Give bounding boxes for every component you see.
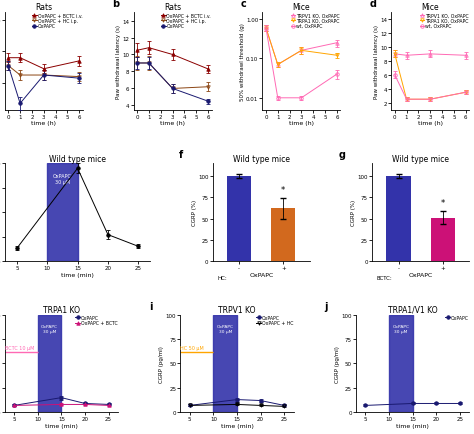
Legend: OxPAPC + BCTC i.v., OxPAPC + HC i.p., OxPAPC: OxPAPC + BCTC i.v., OxPAPC + HC i.p., Ox…: [161, 13, 211, 29]
Legend: OxPAPC, OxPAPC + BCTC: OxPAPC, OxPAPC + BCTC: [75, 316, 118, 326]
Y-axis label: CGRP (pg/ml): CGRP (pg/ml): [335, 345, 340, 382]
Text: i: i: [149, 301, 152, 311]
Legend: TRPV1 KO, OxPAPC, TRPA1 KO, OxPAPC, wt, OxPAPC: TRPV1 KO, OxPAPC, TRPA1 KO, OxPAPC, wt, …: [419, 13, 469, 29]
Bar: [386, 177, 411, 261]
Text: HC 50 μM: HC 50 μM: [180, 345, 204, 350]
Text: *: *: [281, 185, 285, 194]
Text: OxPAPC
30 μM: OxPAPC 30 μM: [217, 325, 234, 333]
Y-axis label: CGRP (%): CGRP (%): [191, 200, 197, 226]
Text: HC:: HC:: [217, 276, 227, 281]
Title: Mice: Mice: [421, 3, 439, 12]
Bar: [38, 315, 62, 412]
Text: *: *: [441, 198, 445, 207]
Bar: [213, 315, 237, 412]
Y-axis label: Paw withdrawal latency (s): Paw withdrawal latency (s): [116, 25, 121, 99]
X-axis label: time (h): time (h): [418, 121, 443, 126]
Bar: [431, 218, 455, 261]
Title: TRPV1 KO: TRPV1 KO: [218, 305, 256, 314]
Bar: [271, 209, 295, 261]
Legend: TRPV1 KO, OxPAPC, TRPA1 KO, OxPAPC, wt, OxPAPC: TRPV1 KO, OxPAPC, TRPA1 KO, OxPAPC, wt, …: [291, 13, 340, 29]
Text: c: c: [240, 0, 246, 9]
Y-axis label: 50% withdrawl threshold (g): 50% withdrawl threshold (g): [239, 23, 245, 101]
X-axis label: time (min): time (min): [396, 423, 429, 428]
Title: TRPA1 KO: TRPA1 KO: [43, 305, 80, 314]
Text: OxPAPC
30 μM: OxPAPC 30 μM: [41, 325, 58, 333]
X-axis label: time (min): time (min): [61, 272, 94, 277]
X-axis label: time (min): time (min): [45, 423, 78, 428]
Bar: [227, 177, 251, 261]
Title: Mice: Mice: [292, 3, 310, 12]
Text: OxPAPC
30 μM: OxPAPC 30 μM: [392, 325, 410, 333]
Text: f: f: [179, 150, 183, 160]
Text: BCTC:: BCTC:: [376, 276, 392, 281]
Text: OxPAPC
30 μM: OxPAPC 30 μM: [53, 174, 72, 184]
X-axis label: time (h): time (h): [160, 121, 185, 126]
Text: d: d: [369, 0, 376, 9]
Title: TRPA1/V1 KO: TRPA1/V1 KO: [388, 305, 438, 314]
X-axis label: time (h): time (h): [31, 121, 56, 126]
Title: Wild type mice: Wild type mice: [233, 154, 290, 163]
X-axis label: OxPAPC: OxPAPC: [249, 272, 273, 277]
Bar: [47, 164, 78, 261]
Y-axis label: CGRP (pg/ml): CGRP (pg/ml): [159, 345, 164, 382]
X-axis label: time (min): time (min): [220, 423, 254, 428]
Legend: OxPAPC + BCTC i.v., OxPAPC + HC i.p., OxPAPC: OxPAPC + BCTC i.v., OxPAPC + HC i.p., Ox…: [32, 13, 82, 29]
Text: j: j: [324, 301, 328, 311]
Legend: OxPAPC: OxPAPC: [446, 316, 469, 320]
Y-axis label: CGRP (%): CGRP (%): [351, 200, 356, 226]
Title: Rats: Rats: [35, 3, 52, 12]
Y-axis label: Paw withdrawal latency (s): Paw withdrawal latency (s): [374, 25, 379, 99]
X-axis label: OxPAPC: OxPAPC: [409, 272, 433, 277]
Title: Wild type mice: Wild type mice: [392, 154, 449, 163]
Text: g: g: [338, 150, 345, 160]
Text: b: b: [112, 0, 119, 9]
Legend: OxPAPC, OxPAPC + HC: OxPAPC, OxPAPC + HC: [256, 316, 293, 326]
Title: Wild type mice: Wild type mice: [49, 154, 106, 163]
Bar: [389, 315, 412, 412]
Text: BCTC 10 μM: BCTC 10 μM: [5, 345, 34, 350]
Title: Rats: Rats: [164, 3, 181, 12]
X-axis label: time (h): time (h): [289, 121, 314, 126]
